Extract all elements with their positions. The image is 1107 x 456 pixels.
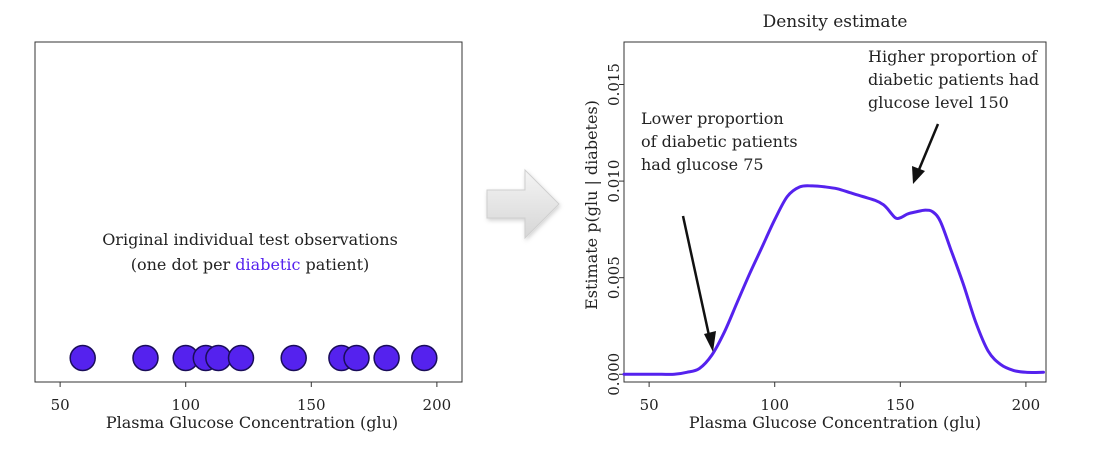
observation-dot [132, 344, 159, 372]
left-annotation-line2: (one dot per diabetic patient) [131, 255, 370, 274]
lower-annotation-arrow-head [704, 331, 716, 352]
higher-annotation-arrow-line [916, 123, 940, 173]
observation-dots [69, 344, 438, 372]
annotation-prefix: (one dot per [131, 255, 236, 274]
lower-annotation-line1: Lower proportion [641, 109, 784, 128]
left-x-tick-label: 200 [423, 396, 452, 414]
observation-dot [205, 344, 232, 372]
right-y-tick-label: 0.010 [605, 160, 623, 203]
observation-dot [69, 344, 96, 372]
observation-dot [343, 344, 370, 372]
lower-annotation-arrow-line [681, 215, 712, 341]
left-x-tick-label: 150 [297, 396, 326, 414]
annotation-suffix: patient) [300, 255, 369, 274]
observation-dot [227, 344, 255, 372]
higher-annotation: Higher proportion of diabetic patients h… [868, 47, 1039, 184]
right-y-tick-label: 0.000 [605, 353, 623, 396]
higher-annotation-line2: diabetic patients had [868, 70, 1039, 89]
right-x-tick-label: 200 [1012, 396, 1041, 414]
left-plot-frame [34, 41, 463, 383]
right-x-tick-label: 100 [760, 396, 789, 414]
left-x-tick-label: 50 [51, 396, 70, 414]
higher-annotation-line3: glucose level 150 [868, 93, 1009, 112]
left-annotation-line1: Original individual test observations [102, 230, 398, 249]
right-title: Density estimate [763, 12, 908, 32]
right-x-axis-title: Plasma Glucose Concentration (glu) [689, 413, 981, 432]
left-panel: Original individual test observations (o… [34, 41, 463, 432]
higher-annotation-arrow-head [912, 166, 925, 184]
higher-annotation-line1: Higher proportion of [868, 47, 1038, 66]
observation-dot [411, 344, 438, 372]
right-x-ticks: 50 100 150 200 [640, 382, 1041, 414]
density-curve [622, 184, 1045, 376]
right-y-tick-label: 0.005 [605, 256, 623, 299]
left-x-axis-title: Plasma Glucose Concentration (glu) [106, 413, 398, 432]
right-y-tick-label: 0.015 [605, 63, 623, 106]
right-y-ticks: 0.000 0.005 0.010 0.015 [605, 63, 624, 396]
right-x-tick-label: 50 [640, 396, 659, 414]
transition-arrow-icon [486, 168, 560, 240]
left-x-tick-label: 100 [171, 396, 200, 414]
lower-annotation-line2: of diabetic patients [641, 132, 798, 151]
right-panel: Density estimate 0.000 0.005 0.010 0.015 50… [582, 12, 1047, 432]
lower-annotation: Lower proportion of diabetic patients ha… [641, 109, 798, 352]
right-y-axis-title: Estimate p(glu | diabetes) [582, 100, 601, 310]
lower-annotation-line3: had glucose 75 [641, 155, 764, 174]
left-x-ticks: 50 100 150 200 [51, 382, 452, 414]
right-x-tick-label: 150 [886, 396, 915, 414]
annotation-highlight: diabetic [235, 255, 300, 274]
observation-dot [280, 344, 307, 372]
observation-dot [373, 344, 400, 372]
